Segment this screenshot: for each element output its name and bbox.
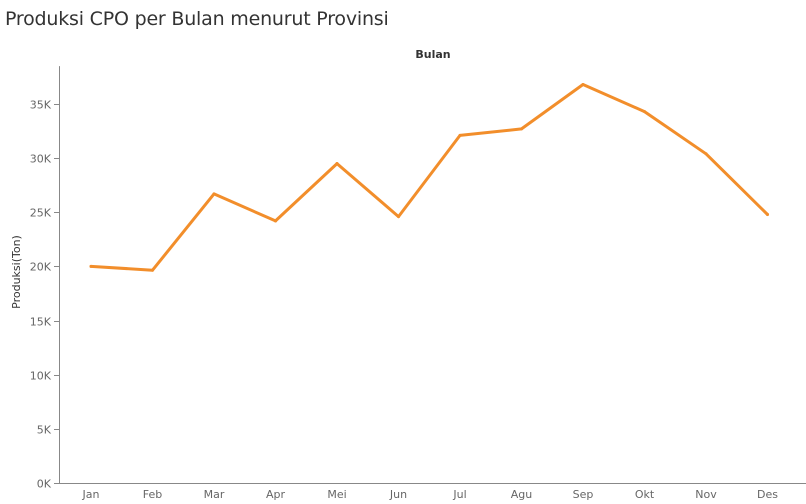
data-point[interactable] xyxy=(581,83,585,87)
x-tick-label: Des xyxy=(757,488,778,501)
data-point[interactable] xyxy=(704,152,708,156)
data-point[interactable] xyxy=(274,219,277,223)
data-point[interactable] xyxy=(458,133,462,137)
data-point[interactable] xyxy=(212,192,216,196)
data-point[interactable] xyxy=(766,212,769,216)
x-tick-label: Sep xyxy=(573,488,594,501)
x-tick-label: Agu xyxy=(511,488,532,501)
data-point[interactable] xyxy=(397,215,400,219)
series-group xyxy=(89,83,769,272)
y-axis-title: Produksi(Ton) xyxy=(10,235,23,309)
y-tick-label: 25K xyxy=(30,207,52,220)
y-tick-label: 10K xyxy=(30,370,52,383)
x-tick-label: Mar xyxy=(204,488,225,501)
chart-title: Produksi CPO per Bulan menurut Provinsi xyxy=(5,8,389,30)
data-point[interactable] xyxy=(89,264,93,268)
y-axis: 0K 5K 10K 15K 20K 25K 30K 35K xyxy=(30,66,60,491)
x-axis: Jan Feb Mar Apr Mei Jun Jul Agu Sep Okt Nov Des xyxy=(59,483,806,501)
y-tick-label: 15K xyxy=(30,316,52,329)
y-tick-label: 20K xyxy=(30,261,52,274)
y-tick-label: 30K xyxy=(30,153,52,166)
data-point[interactable] xyxy=(643,110,646,114)
x-tick-label: Jul xyxy=(452,488,466,501)
x-tick-label: Apr xyxy=(266,488,286,501)
y-tick-label: 0K xyxy=(37,478,52,491)
x-tick-label: Okt xyxy=(635,488,655,501)
x-tick-label: Jun xyxy=(389,488,407,501)
x-tick-label: Nov xyxy=(695,488,717,501)
x-tick-label: Jan xyxy=(82,488,100,501)
x-tick-label: Mei xyxy=(327,488,346,501)
x-axis-title: Bulan xyxy=(415,48,450,61)
data-point[interactable] xyxy=(520,127,523,131)
y-tick-label: 5K xyxy=(37,424,52,437)
data-point[interactable] xyxy=(151,268,154,272)
x-tick-label: Feb xyxy=(143,488,162,501)
data-point[interactable] xyxy=(335,162,339,166)
series-line xyxy=(89,83,769,272)
y-tick-label: 35K xyxy=(30,99,52,112)
